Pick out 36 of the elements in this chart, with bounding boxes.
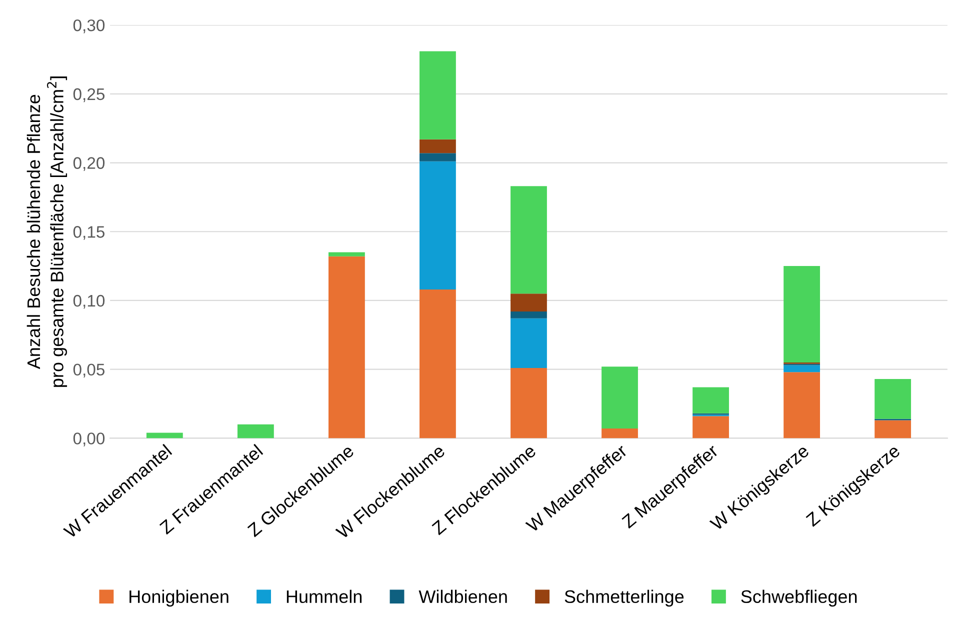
bar	[784, 372, 820, 438]
bar	[328, 256, 365, 438]
bar	[510, 312, 547, 318]
y-tick-label: 0,00	[73, 432, 105, 446]
legend-label: Honigbienen	[130, 590, 228, 607]
y-tick-label: 0,10	[73, 294, 105, 309]
bar	[784, 365, 820, 372]
bar	[420, 51, 456, 140]
bar	[784, 266, 820, 362]
bar	[874, 378, 912, 419]
y-tick-label: 0,25	[73, 88, 104, 102]
legend-label: Schmetterlinge	[564, 590, 684, 607]
bar	[692, 416, 729, 438]
bar	[237, 424, 274, 438]
y-tick-label: 0,30	[73, 19, 105, 34]
y-tick-label: 0,05	[73, 364, 104, 378]
y-tick-label: 0,20	[73, 157, 105, 171]
bar	[146, 432, 183, 438]
legend-label: Hummeln	[286, 590, 362, 604]
y-axis-title: Anzahl Besuche blühende Pflanze pro gesamte Blütenfläche [Anzahl/cm$^{2}$]	[26, 76, 68, 387]
bar	[602, 366, 638, 429]
legend-label: Wildbienen	[418, 590, 507, 604]
bar	[420, 153, 456, 162]
bar	[510, 318, 547, 368]
bar	[510, 186, 547, 294]
bar	[420, 139, 456, 154]
bar	[420, 289, 456, 438]
bar	[874, 420, 912, 438]
bar	[602, 428, 638, 438]
bar	[328, 252, 365, 256]
bar	[420, 161, 456, 290]
y-tick-label: 0,15	[73, 226, 104, 240]
bar	[510, 294, 547, 312]
bar	[692, 387, 729, 414]
legend-label: Schwebfliegen	[741, 590, 857, 607]
bar	[510, 368, 547, 438]
